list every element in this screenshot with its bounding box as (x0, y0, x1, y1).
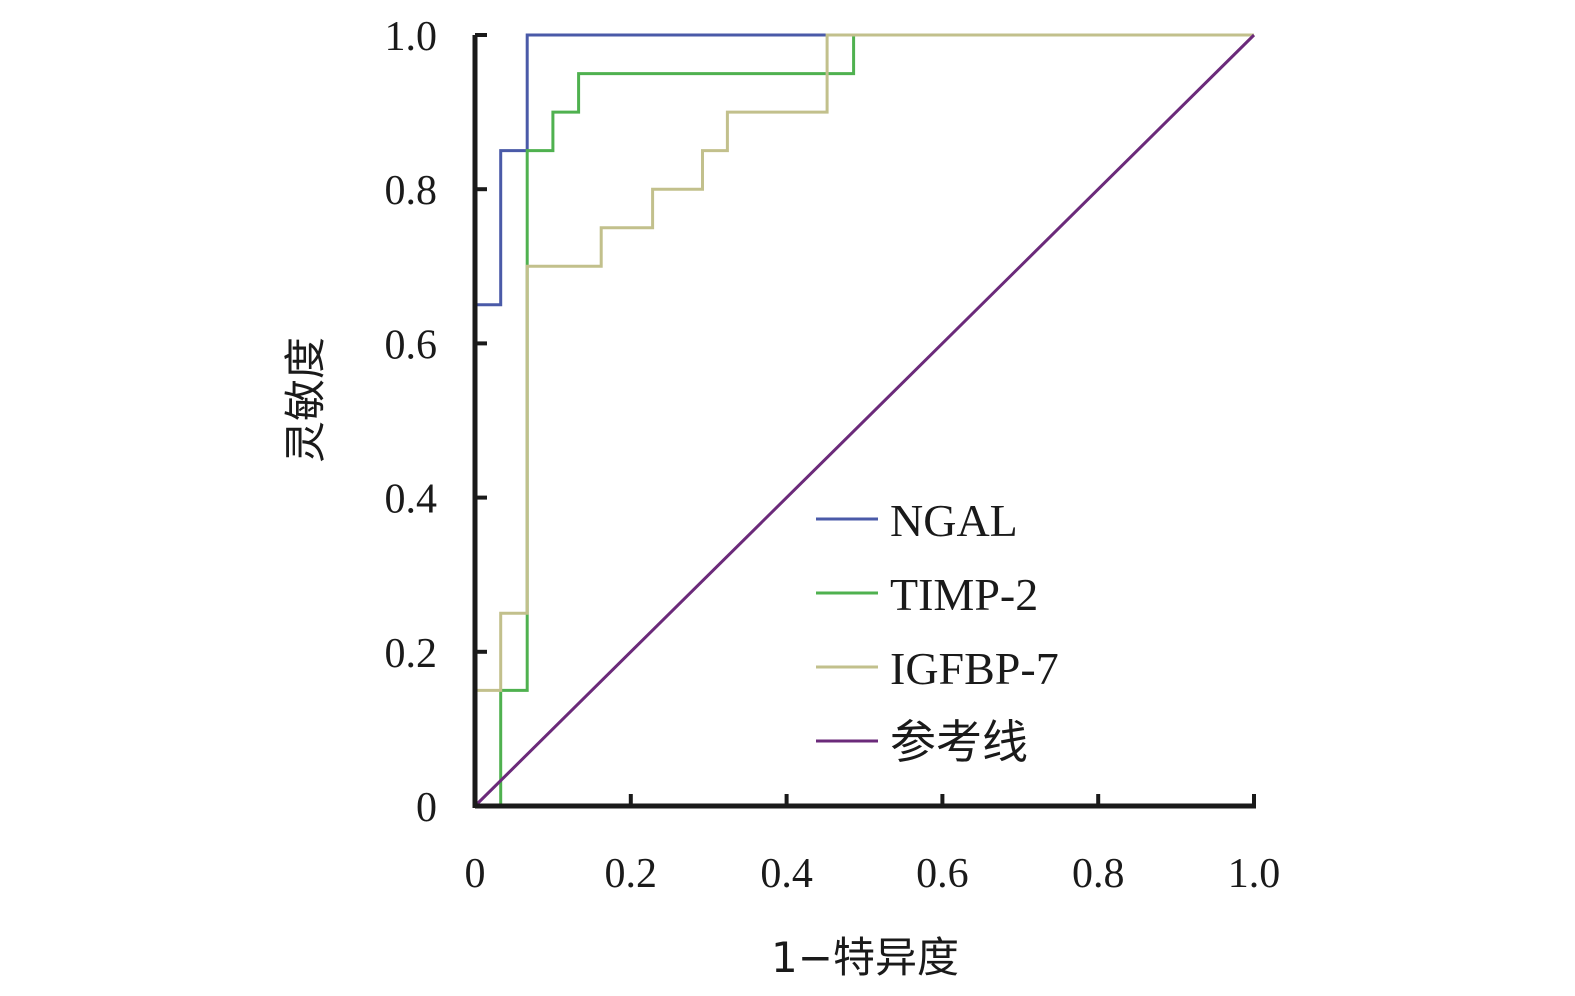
x-tick-label: 0 (465, 851, 486, 897)
x-tick-label: 0.2 (605, 851, 658, 897)
x-axis-title: 1−特异度 (771, 933, 959, 982)
legend-label-3: 参考线 (890, 717, 1028, 768)
legend: NGAL TIMP-2 IGFBP-7 参考线 (816, 495, 1059, 768)
y-tick-label: 0 (416, 785, 437, 831)
y-axis-title: 灵敏度 (281, 337, 330, 463)
series-layer (473, 33, 1256, 808)
y-tick-label: 1.0 (385, 14, 438, 60)
series-line-1 (475, 33, 1254, 808)
series-line-2 (473, 33, 1254, 806)
x-tick-label: 0.8 (1072, 851, 1125, 897)
axes-layer (472, 35, 1256, 809)
y-tick-label: 0.6 (385, 322, 438, 368)
legend-label-0: NGAL (890, 495, 1018, 546)
legend-label-2: IGFBP-7 (890, 643, 1059, 694)
y-tick-label: 0.2 (385, 631, 438, 677)
y-tick-label: 0.4 (385, 477, 438, 523)
series-line-3 (473, 33, 1256, 808)
x-tick-label: 0.6 (916, 851, 969, 897)
x-tick-label: 1.0 (1228, 851, 1281, 897)
ticks-layer: 0 0.2 0.4 0.6 0.8 1.0 0 0.2 0.4 0.6 0.8 1.0 (385, 14, 1281, 897)
y-tick-label: 0.8 (385, 168, 438, 214)
x-tick-label: 0.4 (760, 851, 813, 897)
legend-label-1: TIMP-2 (890, 569, 1038, 620)
